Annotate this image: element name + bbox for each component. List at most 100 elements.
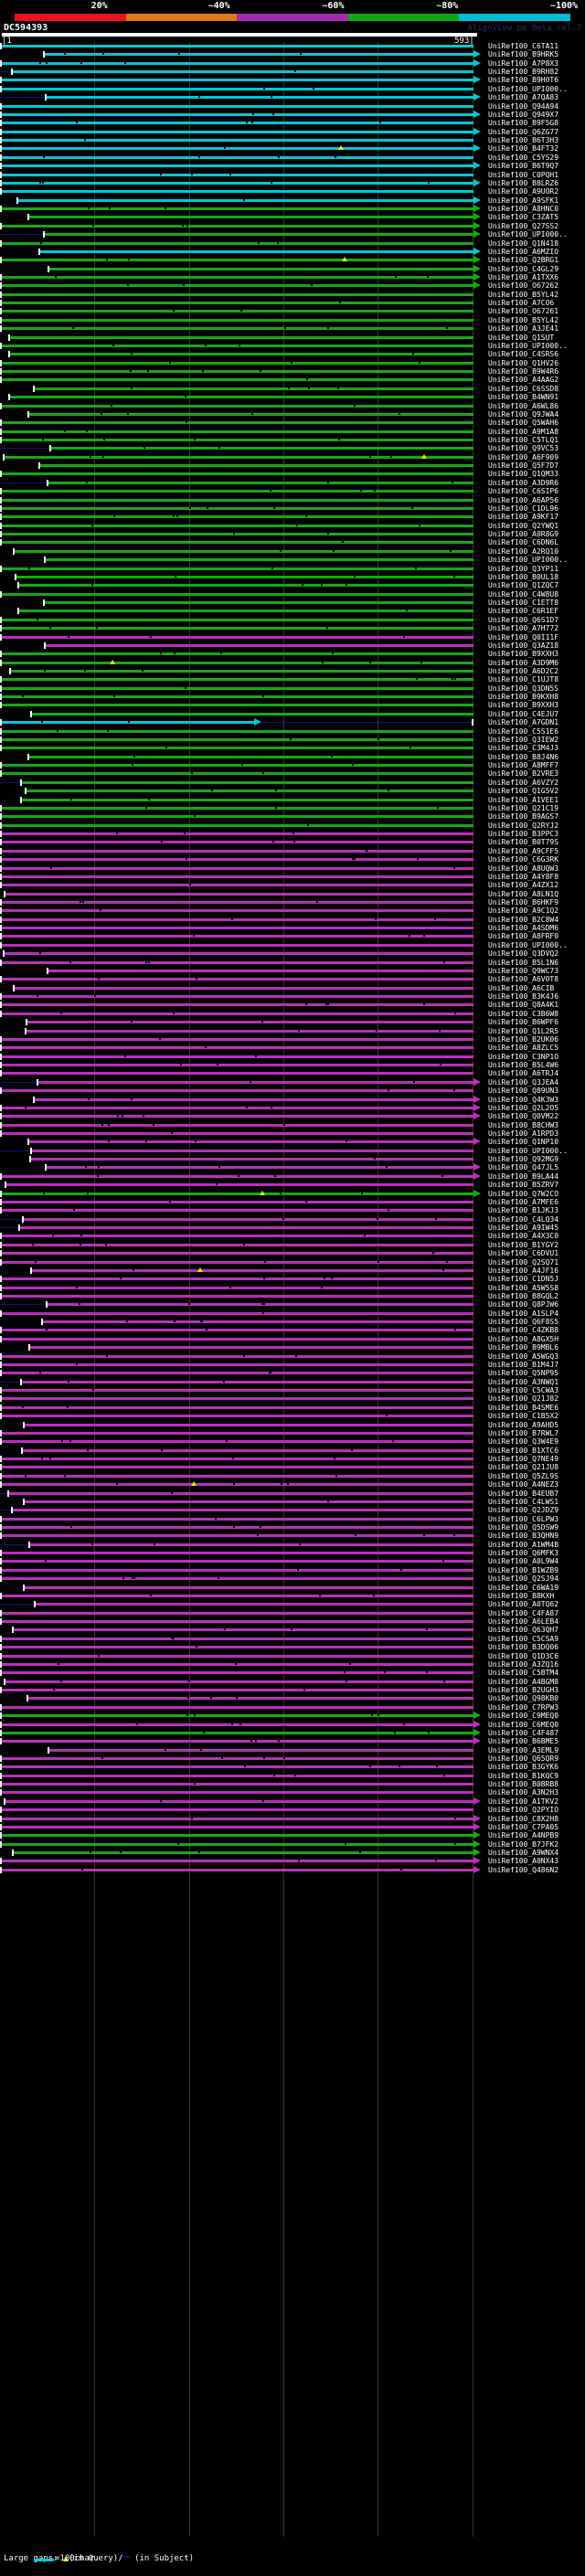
- alignment-row[interactable]: [0, 1566, 484, 1574]
- hit-label[interactable]: UniRef100_A5WGQ3: [488, 1352, 559, 1361]
- alignment-bar[interactable]: [2, 490, 473, 493]
- hit-label[interactable]: UniRef100_A2RQ10: [488, 547, 559, 556]
- alignment-bar[interactable]: [27, 790, 473, 792]
- alignment-bar[interactable]: [45, 601, 473, 604]
- alignment-row[interactable]: [0, 1549, 484, 1557]
- alignment-bar[interactable]: [2, 1329, 473, 1331]
- alignment-row[interactable]: [0, 1104, 484, 1112]
- alignment-bar[interactable]: [13, 70, 473, 73]
- alignment-bar[interactable]: [13, 1509, 473, 1511]
- alignment-row[interactable]: [0, 1660, 484, 1669]
- alignment-bar[interactable]: [2, 730, 473, 733]
- hit-label[interactable]: UniRef100_A7P8X3: [488, 59, 559, 68]
- hit-label[interactable]: UniRef100_C7RPW3: [488, 1703, 559, 1712]
- alignment-bar[interactable]: [10, 336, 473, 339]
- alignment-bar[interactable]: [2, 515, 473, 518]
- alignment-row[interactable]: [0, 864, 484, 873]
- hit-label[interactable]: UniRef100_B8KXH: [488, 1592, 555, 1600]
- hit-label[interactable]: UniRef100_A4NEZ3: [488, 1480, 559, 1489]
- hit-label[interactable]: UniRef100_A6MZIO: [488, 248, 559, 256]
- alignment-row[interactable]: [0, 93, 484, 101]
- hit-label[interactable]: UniRef100_A5W5S8: [488, 1284, 559, 1292]
- hit-label[interactable]: UniRef100_C1DN5J: [488, 1275, 559, 1283]
- hit-label[interactable]: UniRef100_A9AHD5: [488, 1421, 559, 1429]
- alignment-bar[interactable]: [2, 1775, 473, 1777]
- alignment-bar[interactable]: [29, 1140, 473, 1143]
- hit-label[interactable]: UniRef100_B3QHN9: [488, 1532, 559, 1540]
- alignment-row[interactable]: [0, 1190, 484, 1198]
- alignment-row[interactable]: [0, 102, 484, 111]
- alignment-row[interactable]: [0, 1129, 484, 1138]
- hit-label[interactable]: UniRef100_A3D9M6: [488, 659, 559, 667]
- alignment-row[interactable]: [0, 1061, 484, 1069]
- alignment-row[interactable]: [0, 830, 484, 838]
- alignment-bar[interactable]: [2, 1706, 473, 1709]
- hit-label[interactable]: UniRef100_A6WL86: [488, 402, 559, 410]
- alignment-row[interactable]: [0, 522, 484, 530]
- alignment-bar[interactable]: [2, 1534, 473, 1537]
- alignment-bar[interactable]: [38, 1081, 473, 1084]
- hit-label[interactable]: UniRef100_Q3AZ18: [488, 641, 559, 650]
- hit-label[interactable]: UniRef100_C4SRS6: [488, 350, 559, 358]
- alignment-row[interactable]: [0, 119, 484, 127]
- hit-label[interactable]: UniRef100_A6TRJ4: [488, 1069, 559, 1077]
- alignment-bar[interactable]: [2, 1175, 473, 1178]
- hit-label[interactable]: UniRef100_A6D2C2: [488, 667, 559, 675]
- alignment-row[interactable]: [0, 1609, 484, 1617]
- alignment-bar[interactable]: [2, 1552, 473, 1554]
- alignment-row[interactable]: [0, 847, 484, 855]
- alignment-bar[interactable]: [2, 841, 473, 843]
- hit-label[interactable]: UniRef100_B7JFK2: [488, 1840, 559, 1849]
- alignment-row[interactable]: [0, 248, 484, 256]
- alignment-bar[interactable]: [2, 1757, 473, 1760]
- hit-label[interactable]: UniRef100_C3B6W8: [488, 1010, 559, 1018]
- alignment-row[interactable]: [0, 1404, 484, 1412]
- hit-label[interactable]: UniRef100_A6VOT8: [488, 975, 559, 983]
- alignment-row[interactable]: [0, 453, 484, 461]
- alignment-bar[interactable]: [2, 978, 473, 981]
- alignment-bar[interactable]: [5, 1680, 473, 1683]
- hit-label[interactable]: UniRef100_B1JKJ3: [488, 1206, 559, 1214]
- alignment-row[interactable]: [0, 530, 484, 538]
- hit-label[interactable]: UniRef100_A8UQW3: [488, 864, 559, 873]
- alignment-row[interactable]: [0, 1686, 484, 1694]
- alignment-bar[interactable]: [2, 1740, 473, 1743]
- alignment-plot[interactable]: [0, 42, 484, 2537]
- alignment-bar[interactable]: [2, 815, 473, 818]
- alignment-bar[interactable]: [2, 1055, 473, 1058]
- hit-label[interactable]: UniRef100_Q1N418: [488, 239, 559, 248]
- alignment-bar[interactable]: [2, 1244, 473, 1246]
- alignment-row[interactable]: [0, 599, 484, 607]
- alignment-bar[interactable]: [16, 576, 473, 578]
- alignment-row[interactable]: [0, 1352, 484, 1361]
- hit-label[interactable]: UniRef100_Q2BRG1: [488, 256, 559, 264]
- alignment-row[interactable]: [0, 1394, 484, 1403]
- alignment-bar[interactable]: [5, 1800, 473, 1803]
- alignment-bar[interactable]: [2, 678, 473, 681]
- alignment-bar[interactable]: [2, 995, 473, 998]
- alignment-row[interactable]: [0, 736, 484, 744]
- alignment-bar[interactable]: [2, 1124, 473, 1127]
- hit-label[interactable]: UniRef100_A9C1Q2: [488, 906, 559, 915]
- hit-label[interactable]: UniRef100_Q63QH7: [488, 1626, 559, 1634]
- alignment-row[interactable]: [0, 1181, 484, 1189]
- alignment-row[interactable]: [0, 1712, 484, 1720]
- alignment-row[interactable]: [0, 1617, 484, 1626]
- alignment-row[interactable]: [0, 342, 484, 350]
- hit-label[interactable]: UniRef100_A6F909: [488, 453, 559, 461]
- hit-label[interactable]: UniRef100_C1ETT8: [488, 599, 559, 607]
- hit-label[interactable]: UniRef100_C4EJU7: [488, 710, 559, 718]
- alignment-row[interactable]: [0, 650, 484, 658]
- alignment-bar[interactable]: [2, 1287, 473, 1289]
- alignment-row[interactable]: [0, 162, 484, 170]
- alignment-row[interactable]: [0, 1763, 484, 1771]
- alignment-bar[interactable]: [2, 1363, 473, 1366]
- hit-label[interactable]: UniRef100_A7H772: [488, 624, 559, 632]
- alignment-row[interactable]: [0, 949, 484, 958]
- alignment-bar[interactable]: [2, 533, 473, 535]
- alignment-bar[interactable]: [2, 850, 473, 853]
- alignment-row[interactable]: [0, 1318, 484, 1326]
- hit-label[interactable]: UniRef100_Q1QM33: [488, 470, 559, 478]
- alignment-bar[interactable]: [36, 1603, 473, 1606]
- alignment-bar[interactable]: [2, 1671, 473, 1674]
